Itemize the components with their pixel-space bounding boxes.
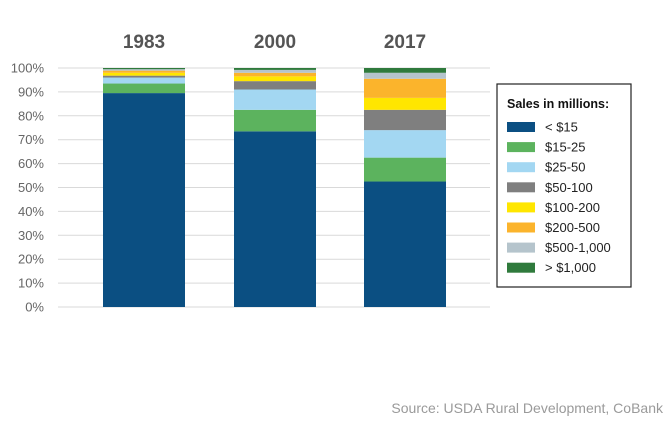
bar-segment xyxy=(103,93,185,307)
bar-segment xyxy=(364,72,446,79)
y-tick-label: 50% xyxy=(18,180,44,195)
legend: Sales in millions: < $15 $15-25 $25-50 $50-… xyxy=(496,83,632,288)
y-tick-label: 20% xyxy=(18,252,44,267)
legend-title: Sales in millions: xyxy=(507,97,609,111)
bar-segment xyxy=(103,70,185,73)
y-tick-label: 80% xyxy=(18,108,44,123)
y-tick-label: 40% xyxy=(18,204,44,219)
bar-segment xyxy=(234,69,316,73)
legend-swatch xyxy=(507,242,535,253)
legend-label: > $1,000 xyxy=(545,260,596,275)
legend-label: < $15 xyxy=(545,120,578,135)
bar-segment xyxy=(364,181,446,307)
y-tick-label: 100% xyxy=(11,61,45,76)
bar-segment xyxy=(103,68,185,70)
bar-segment xyxy=(103,83,185,94)
y-axis-ticks: 0% 10% 20% 30% 40% 50% 60% 70% 80% 90% 100% xyxy=(11,61,45,315)
legend-label: $15-25 xyxy=(545,140,585,155)
bar-segment xyxy=(364,78,446,98)
bar-segment xyxy=(234,109,316,132)
y-tick-label: 90% xyxy=(18,84,44,99)
bar-segment xyxy=(103,77,185,84)
legend-label: $50-100 xyxy=(545,180,593,195)
bar-segment xyxy=(234,76,316,82)
legend-swatch xyxy=(507,162,535,173)
legend-label: $200-500 xyxy=(545,220,600,235)
category-label: 2000 xyxy=(254,32,296,53)
y-tick-label: 10% xyxy=(18,276,44,291)
source-note: Source: USDA Rural Development, CoBank xyxy=(391,400,663,416)
legend-swatch xyxy=(507,222,535,233)
bar-segment xyxy=(234,68,316,70)
category-label: 1983 xyxy=(123,32,165,53)
y-tick-label: 60% xyxy=(18,156,44,171)
bar-segment xyxy=(364,157,446,182)
category-label: 2017 xyxy=(384,32,426,53)
bar-segment xyxy=(364,68,446,73)
bar-segment xyxy=(103,72,185,76)
category-labels: 1983 2000 2017 xyxy=(123,32,426,53)
legend-swatch xyxy=(507,262,535,273)
bar-segment xyxy=(103,69,185,71)
y-tick-label: 0% xyxy=(25,300,44,315)
legend-swatch xyxy=(507,122,535,132)
bar-segment xyxy=(234,72,316,77)
legend-label: $100-200 xyxy=(545,200,600,215)
legend-items: < $15 $15-25 $25-50 $50-100 $100-200 $200-500… xyxy=(507,120,611,275)
y-tick-label: 70% xyxy=(18,132,44,147)
y-tick-label: 30% xyxy=(18,228,44,243)
bar-segment xyxy=(234,81,316,90)
bar-segment xyxy=(103,75,185,78)
legend-swatch xyxy=(507,202,535,213)
bar-segment xyxy=(364,97,446,110)
bar-segment xyxy=(364,109,446,131)
legend-swatch xyxy=(507,142,535,153)
bar-segment xyxy=(234,131,316,307)
legend-swatch xyxy=(507,182,535,193)
bar-segment xyxy=(234,89,316,110)
legend-label: $500-1,000 xyxy=(545,240,611,255)
legend-label: $25-50 xyxy=(545,160,585,175)
bar-segment xyxy=(364,130,446,158)
bars xyxy=(103,68,446,307)
